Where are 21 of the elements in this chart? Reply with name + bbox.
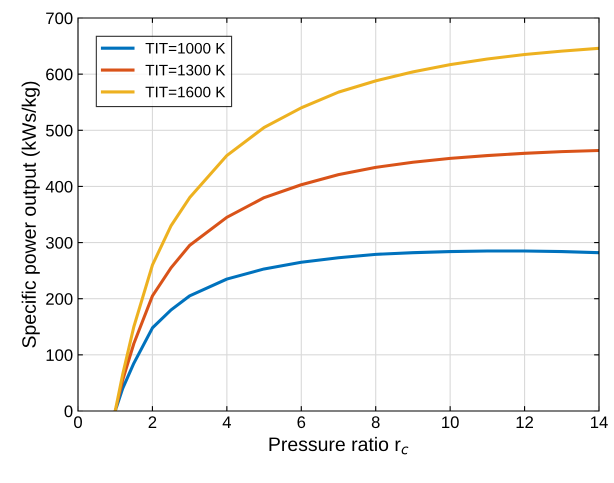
x-tick-label: 10: [442, 416, 459, 428]
legend-label: TIT=1000 K: [146, 42, 226, 54]
x-tick-label: 6: [298, 416, 306, 428]
x-tick-label: 14: [591, 416, 608, 428]
x-tick-label: 2: [148, 416, 156, 428]
y-axis-title: Specific power output (kWs/kg): [22, 82, 40, 348]
y-tick-label: 100: [46, 349, 72, 362]
y-tick-label: 500: [46, 124, 72, 136]
y-tick-label: 600: [46, 68, 72, 80]
legend-label: TIT=1600 K: [146, 86, 226, 98]
y-tick-label: 400: [46, 180, 72, 193]
x-tick-label: 8: [372, 416, 380, 428]
x-tick-label: 4: [222, 416, 232, 428]
y-tick-label: 300: [46, 236, 72, 249]
y-tick-label: 700: [46, 12, 72, 24]
x-axis-title: Pressure ratio r$_{c}$: [270, 436, 408, 454]
x-tick-label: 12: [516, 416, 534, 428]
y-tick-label: 0: [64, 405, 72, 418]
legend-label: TIT=1300 K: [146, 64, 226, 76]
y-tick-label: 200: [46, 293, 72, 305]
x-tick-label: 0: [74, 416, 82, 428]
